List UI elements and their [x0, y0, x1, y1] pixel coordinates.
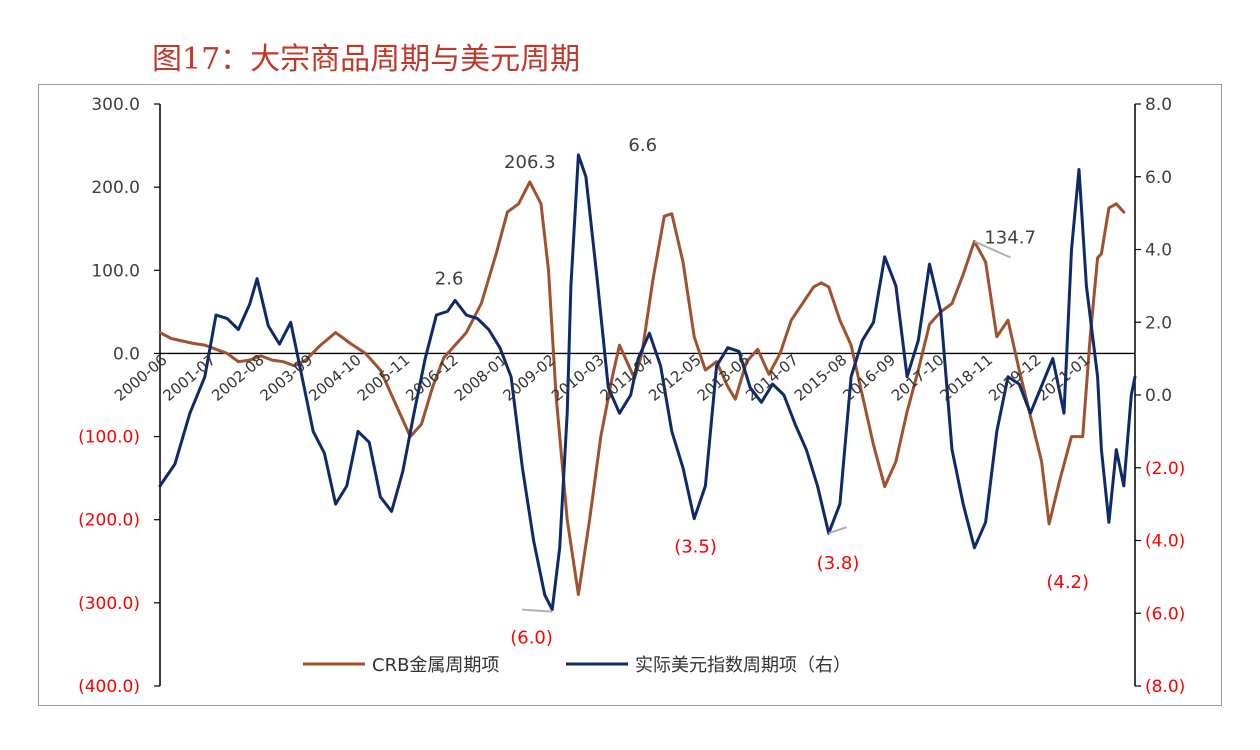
annotation-leader — [828, 526, 847, 535]
y-left-tick-label: 300.0 — [91, 95, 140, 115]
x-tick-label: 2005-11 — [354, 351, 414, 405]
figure-title: 图17：大宗商品周期与美元周期 — [152, 42, 581, 77]
x-tick-label: 2015-08 — [791, 351, 851, 405]
x-tick-label: 2001-07 — [160, 351, 220, 405]
x-tick-label: 2009-02 — [499, 351, 559, 405]
x-tick-label: 2002-08 — [208, 351, 268, 405]
y-right-tick-label: 8.0 — [1145, 95, 1172, 115]
y-left-tick-label: (100.0) — [78, 428, 140, 448]
legend-label-usd: 实际美元指数周期项（右） — [635, 655, 851, 676]
annotation-label: 2.6 — [435, 268, 464, 289]
x-tick-label: 2008-01 — [451, 351, 511, 405]
y-right-tick-label: 4.0 — [1145, 241, 1172, 261]
chart-frame — [38, 84, 1222, 706]
y-right-tick-label: (4.0) — [1145, 532, 1185, 552]
y-right-tick-label: 2.0 — [1145, 313, 1172, 333]
y-right-tick-label: 0.0 — [1145, 386, 1172, 406]
annotation-label: (4.2) — [1046, 572, 1089, 593]
legend-label-crb: CRB金属周期项 — [372, 655, 499, 676]
x-tick-label: 2012-05 — [645, 351, 705, 405]
annotation-label: 134.7 — [984, 227, 1036, 248]
annotation-label: (3.5) — [674, 537, 717, 558]
x-tick-label: 2006-12 — [402, 351, 462, 405]
y-right-tick-label: (8.0) — [1145, 677, 1185, 697]
series-crb-metal-line — [158, 180, 1126, 596]
y-right-tick-label: 6.0 — [1145, 168, 1172, 188]
x-tick-label: 2014-07 — [742, 351, 802, 405]
annotation-leader — [522, 608, 553, 613]
y-left-tick-label: (300.0) — [78, 594, 140, 614]
annotation-leader — [973, 240, 1011, 259]
y-left-tick-label: 0.0 — [113, 344, 140, 364]
y-right-tick-label: (6.0) — [1145, 604, 1185, 624]
annotation-label: (3.8) — [817, 553, 860, 574]
x-tick-label: 2010-03 — [548, 351, 608, 405]
x-tick-label: 2017-10 — [888, 351, 948, 405]
y-left-tick-label: 200.0 — [91, 178, 140, 198]
annotation-label: 206.3 — [504, 152, 556, 173]
y-left-tick-label: (400.0) — [78, 677, 140, 697]
y-left-tick-label: 100.0 — [91, 261, 140, 281]
x-tick-label: 2016-09 — [839, 351, 899, 405]
annotation-label: 6.6 — [628, 135, 657, 156]
x-tick-label: 2004-10 — [305, 351, 365, 405]
y-right-tick-label: (2.0) — [1145, 459, 1185, 479]
y-left-tick-label: (200.0) — [78, 511, 140, 531]
annotation-label: (6.0) — [510, 628, 553, 649]
series-real-usd-line — [158, 153, 1137, 612]
